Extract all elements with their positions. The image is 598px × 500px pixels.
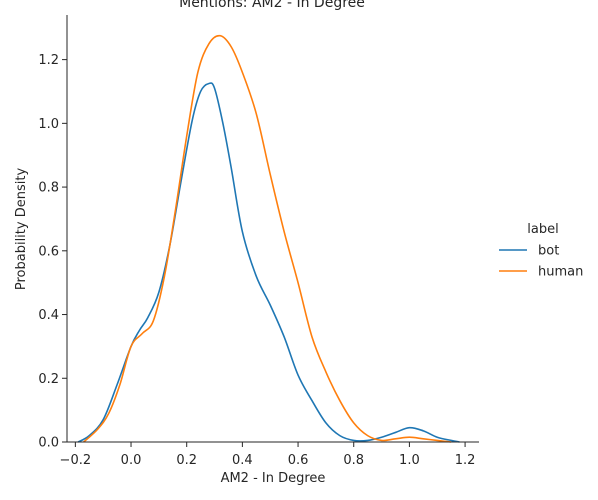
- y-tick-label: 1.0: [38, 117, 59, 132]
- x-tick-label: 0.2: [176, 453, 197, 468]
- x-ticks: −0.2 0.0 0.2 0.4 0.6 0.8 1.0 1.2: [60, 442, 476, 468]
- x-axis-label: AM2 - In Degree: [221, 471, 326, 486]
- y-tick-label: 0.6: [38, 244, 59, 259]
- legend-items: bot human: [499, 244, 583, 280]
- x-tick-label: 0.6: [288, 453, 309, 468]
- legend-label-bot: bot: [538, 244, 559, 259]
- x-tick-label: 0.4: [232, 453, 253, 468]
- legend: label bot human: [499, 222, 583, 280]
- y-tick-label: 0.4: [38, 308, 59, 323]
- y-tick-label: 0.0: [38, 436, 59, 451]
- x-tick-label: −0.2: [60, 453, 92, 468]
- x-tick-label: 1.2: [455, 453, 476, 468]
- legend-title: label: [527, 222, 558, 237]
- y-axis-label: Probability Density: [14, 168, 29, 291]
- y-ticks: 0.0 0.2 0.4 0.6 0.8 1.0 1.2: [38, 53, 67, 451]
- y-tick-label: 0.8: [38, 181, 59, 196]
- y-tick-label: 1.2: [38, 53, 59, 68]
- chart-title: Mentions: AM2 - In Degree: [179, 0, 365, 11]
- series-line-bot: [77, 82, 460, 443]
- plot-lines: [77, 34, 460, 443]
- y-tick-label: 0.2: [38, 372, 59, 387]
- x-tick-label: 0.0: [121, 453, 142, 468]
- x-tick-label: 1.0: [399, 453, 420, 468]
- series-line-human: [83, 34, 452, 443]
- x-tick-label: 0.8: [343, 453, 364, 468]
- legend-label-human: human: [538, 265, 583, 280]
